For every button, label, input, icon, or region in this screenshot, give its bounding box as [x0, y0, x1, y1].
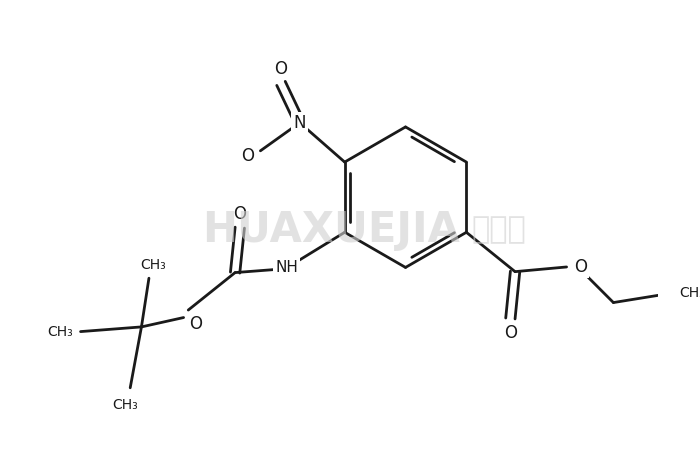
Text: CH₃: CH₃ [47, 325, 73, 339]
Text: N: N [293, 114, 306, 132]
Text: O: O [574, 258, 587, 276]
Text: O: O [274, 60, 288, 78]
Text: NH: NH [275, 260, 298, 275]
Text: O: O [233, 205, 246, 223]
Text: 化学加: 化学加 [472, 215, 526, 245]
Text: O: O [504, 324, 517, 341]
Text: O: O [241, 146, 254, 164]
Text: HUAXUEJIA: HUAXUEJIA [202, 209, 459, 251]
Text: CH₃: CH₃ [141, 258, 167, 272]
Text: CH₃: CH₃ [113, 397, 139, 412]
Text: CH₃: CH₃ [679, 286, 700, 300]
Text: O: O [189, 315, 202, 333]
